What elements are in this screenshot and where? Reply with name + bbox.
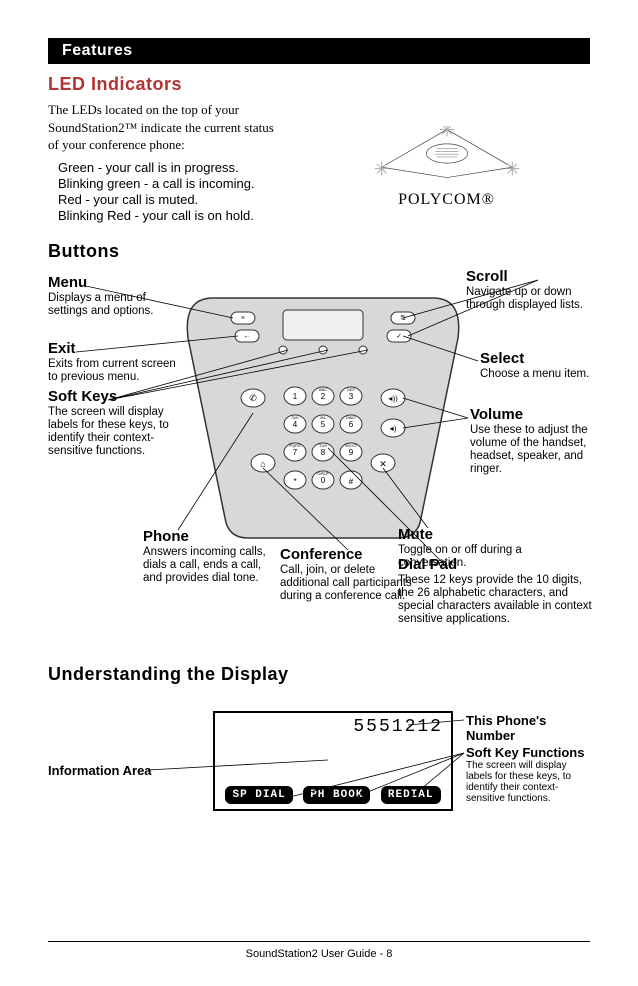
svg-text:5: 5 [321,420,326,429]
lcd-number: 5551212 [215,713,451,737]
svg-text:✓: ✓ [396,332,402,340]
svg-text:←: ← [244,332,251,340]
led-intro: The LEDs located on the top of your Soun… [48,101,283,154]
led-item-blink-red: Blinking Red - your call is on hold. [58,208,283,224]
svg-text:3: 3 [349,392,354,401]
led-item-red: Red - your call is muted. [58,192,283,208]
svg-text:◂)): ◂)) [388,394,398,403]
callout-volume: Volume Use these to adjust the volume of… [470,406,592,477]
svg-text:0: 0 [321,476,326,485]
buttons-heading: Buttons [48,241,590,262]
buttons-diagram: 1 2 3 4 5 6 7 8 9 * 0 # [48,268,590,648]
device-top-sketch [357,126,537,181]
display-diagram: 5551212 SP DIAL PH BOOK REDIAL Informati… [48,705,590,865]
svg-text:MNO: MNO [346,415,355,420]
svg-text:JKL: JKL [320,415,328,420]
led-item-green: Green - your call is in progress. [58,160,283,176]
svg-text:4: 4 [293,420,298,429]
led-heading: LED Indicators [48,74,590,95]
page-footer: SoundStation2 User Guide - 8 [48,941,590,960]
svg-text:#: # [349,477,354,486]
softkey-sp-dial: SP DIAL [225,786,292,804]
svg-text:◂): ◂) [390,424,397,433]
callout-exit: Exit Exits from current screen to previo… [48,340,183,384]
svg-text:9: 9 [349,448,354,457]
svg-text:6: 6 [349,420,354,429]
callout-select: Select Choose a menu item. [480,350,590,381]
brand-illustration: POLYCOM® [303,101,590,225]
lcd-box: 5551212 SP DIAL PH BOOK REDIAL [213,711,453,811]
callout-phone: Phone Answers incoming calls, dials a ca… [143,528,273,586]
svg-text:✕: ✕ [379,459,387,469]
callout-dialpad: Dial Pad These 12 keys provide the 10 di… [398,556,593,627]
svg-text:⌂: ⌂ [260,459,265,469]
svg-text:TUV: TUV [319,443,327,448]
callout-menu: Menu Displays a menu of settings and opt… [48,274,163,318]
brand-label: POLYCOM® [398,191,495,209]
led-item-blink-green: Blinking green - a call is incoming. [58,176,283,192]
svg-text:WXYZ: WXYZ [345,443,357,448]
softkey-ph-book: PH BOOK [303,786,370,804]
svg-text:7: 7 [293,448,298,457]
callout-softkeys: Soft Keys The screen will display labels… [48,388,176,459]
svg-text:ABC: ABC [319,387,327,392]
features-section-bar: Features [48,38,590,64]
svg-text:⇅: ⇅ [400,314,406,322]
svg-text:PQRS: PQRS [289,443,301,448]
svg-text:✆: ✆ [249,393,257,403]
svg-text:8: 8 [321,448,326,457]
svg-text:GHI: GHI [291,415,298,420]
svg-text:2: 2 [321,392,326,401]
display-label-softkey-fn: Soft Key Functions The screen will displ… [466,745,594,804]
svg-text:1: 1 [293,392,298,401]
svg-text:OPER: OPER [317,471,328,476]
softkey-redial: REDIAL [381,786,441,804]
display-label-info: Information Area [48,763,158,778]
callout-scroll: Scroll Navigate up or down through displ… [466,268,586,312]
svg-text:DEF: DEF [347,387,356,392]
phone-illustration: 1 2 3 4 5 6 7 8 9 * 0 # [183,288,463,548]
svg-text:≡: ≡ [241,314,245,322]
svg-text:*: * [293,477,296,486]
display-label-phone-number: This Phone's Number [466,713,596,743]
display-heading: Understanding the Display [48,664,590,685]
